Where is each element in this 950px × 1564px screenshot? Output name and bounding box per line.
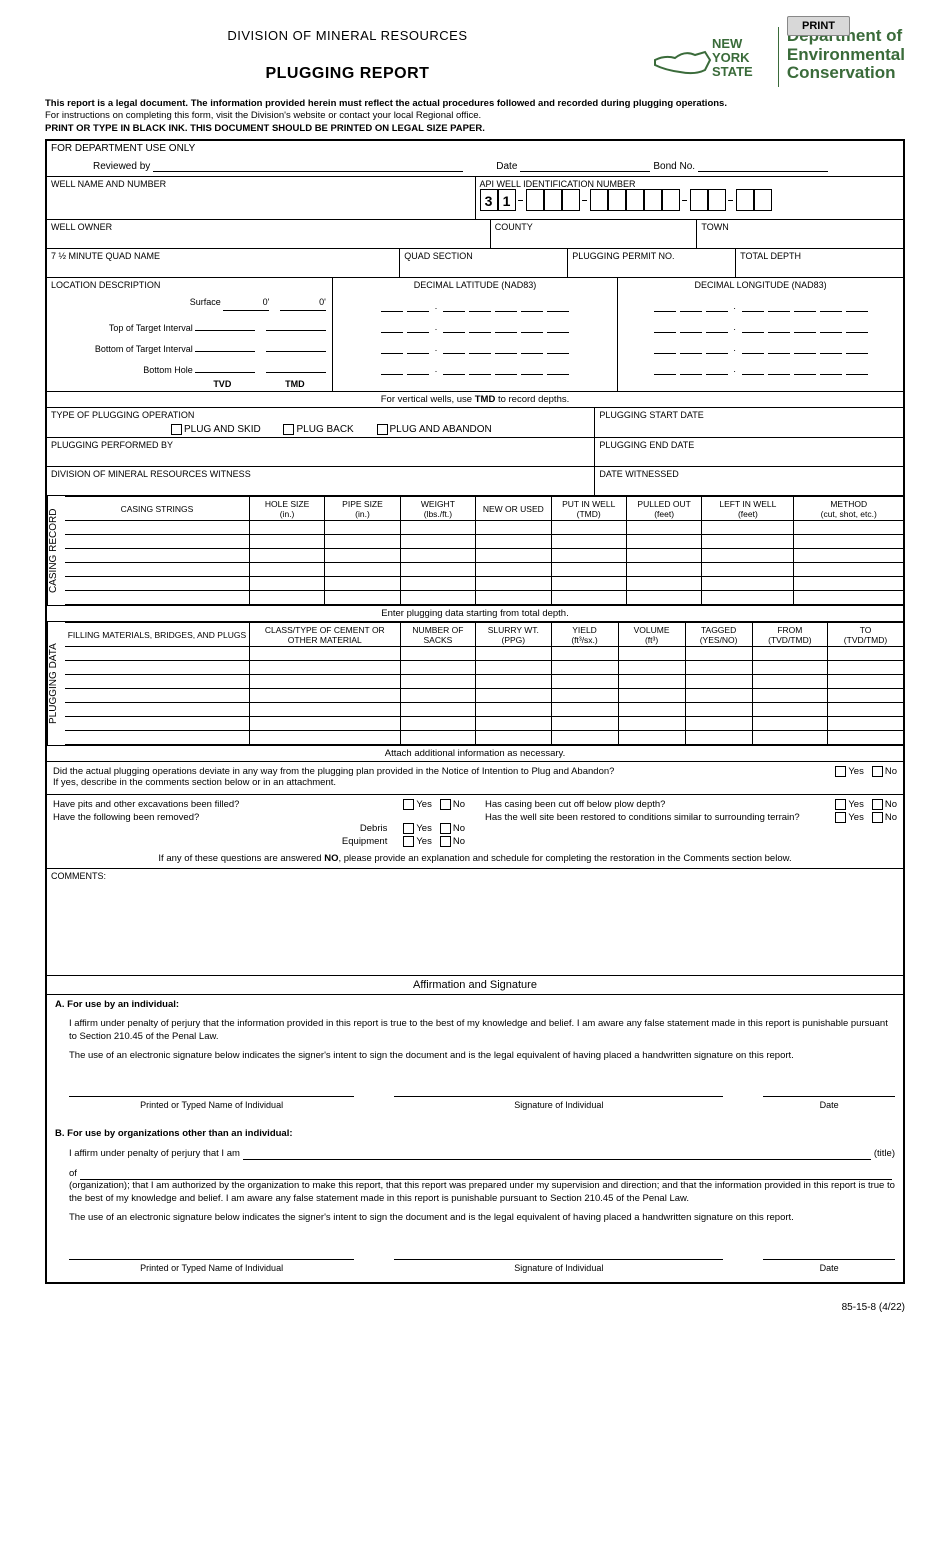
town-field[interactable]: [701, 232, 899, 246]
lat-surface-field[interactable]: .: [332, 293, 617, 314]
plug-abandon-checkbox[interactable]: [377, 424, 388, 435]
svg-text:NEW: NEW: [712, 36, 743, 51]
performed-by-field[interactable]: [51, 450, 590, 464]
top-target-tvd[interactable]: [195, 317, 255, 331]
attach-note: Attach additional information as necessa…: [47, 746, 903, 762]
well-name-label: WELL NAME AND NUMBER: [51, 179, 471, 189]
plug-back-checkbox[interactable]: [283, 424, 294, 435]
start-date-label: PLUGGING START DATE: [599, 410, 899, 420]
debris-no[interactable]: [440, 823, 451, 834]
bond-no-field[interactable]: [698, 158, 828, 172]
lat-label: DECIMAL LATITUDE (NAD83): [414, 280, 537, 290]
comments-field[interactable]: [47, 883, 903, 975]
api-boxes[interactable]: 31––––: [480, 189, 900, 211]
lon-label: DECIMAL LONGITUDE (NAD83): [694, 280, 826, 290]
title-field[interactable]: [243, 1146, 871, 1160]
bot-target-tmd[interactable]: [266, 338, 326, 352]
date-witnessed-field[interactable]: [599, 479, 899, 493]
lon-bh-field[interactable]: .: [618, 356, 903, 377]
well-name-field[interactable]: [51, 189, 471, 217]
svg-text:YORK: YORK: [712, 50, 750, 65]
performed-by-label: PLUGGING PERFORMED BY: [51, 440, 590, 450]
deviate-no[interactable]: [872, 766, 883, 777]
casing-record-label: CASING RECORD: [47, 496, 65, 605]
lon-top-field[interactable]: .: [618, 314, 903, 335]
end-date-label: PLUGGING END DATE: [599, 440, 899, 450]
lon-surface-field[interactable]: .: [618, 293, 903, 314]
bottom-hole-tmd[interactable]: [266, 359, 326, 373]
start-date-field[interactable]: [599, 420, 899, 434]
bottom-hole-tvd[interactable]: [195, 359, 255, 373]
plugging-data-label: PLUGGING DATA: [47, 622, 65, 745]
plugging-table[interactable]: FILLING MATERIALS, BRIDGES, AND PLUGSCLA…: [65, 622, 903, 745]
restored-no[interactable]: [872, 812, 883, 823]
restoration-questions: Have pits and other excavations been fil…: [47, 795, 903, 869]
depth-field[interactable]: [740, 261, 899, 275]
quad-field[interactable]: [51, 261, 395, 275]
lat-bot-field[interactable]: .: [332, 335, 617, 356]
lon-bot-field[interactable]: .: [618, 335, 903, 356]
county-label: COUNTY: [495, 222, 693, 232]
quad-label: 7 ½ MINUTE QUAD NAME: [51, 251, 395, 261]
affirmation-header: Affirmation and Signature: [47, 976, 903, 995]
deviation-question: Did the actual plugging operations devia…: [47, 762, 903, 795]
owner-field[interactable]: [51, 232, 486, 246]
vertical-note: For vertical wells, use TMD to record de…: [47, 392, 903, 408]
quad-section-field[interactable]: [404, 261, 563, 275]
county-field[interactable]: [495, 232, 693, 246]
form-container: FOR DEPARTMENT USE ONLY Reviewed by Date…: [45, 139, 905, 1284]
owner-label: WELL OWNER: [51, 222, 486, 232]
debris-yes[interactable]: [403, 823, 414, 834]
division-title: DIVISION OF MINERAL RESOURCES: [45, 28, 650, 43]
quad-section-label: QUAD SECTION: [404, 251, 563, 261]
lat-bh-field[interactable]: .: [332, 356, 617, 377]
reviewed-by-field[interactable]: [153, 158, 463, 172]
casing-cut-no[interactable]: [872, 799, 883, 810]
bot-target-tvd[interactable]: [195, 338, 255, 352]
report-title: PLUGGING REPORT: [45, 65, 650, 83]
equip-no[interactable]: [440, 836, 451, 847]
comments-section: COMMENTS:: [47, 869, 903, 976]
permit-label: PLUGGING PERMIT NO.: [572, 251, 731, 261]
lat-top-field[interactable]: .: [332, 314, 617, 335]
pits-no[interactable]: [440, 799, 451, 810]
form-number: 85-15-8 (4/22): [45, 1302, 905, 1313]
plugging-start-note: Enter plugging data starting from total …: [47, 606, 903, 622]
witness-field[interactable]: [51, 479, 590, 493]
affirmation-b: B. For use by organizations other than a…: [47, 1120, 903, 1282]
deviate-yes[interactable]: [835, 766, 846, 777]
equip-yes[interactable]: [403, 836, 414, 847]
dept-use-only: FOR DEPARTMENT USE ONLY Reviewed by Date…: [47, 141, 903, 177]
type-op-label: TYPE OF PLUGGING OPERATION: [51, 410, 590, 420]
affirmation-a: A. For use by an individual: I affirm un…: [47, 995, 903, 1119]
nys-logo: NEW YORK STATE: [650, 20, 770, 90]
town-label: TOWN: [701, 222, 899, 232]
permit-field[interactable]: [572, 261, 731, 275]
print-button[interactable]: PRINT: [787, 16, 850, 36]
casing-table[interactable]: CASING STRINGSHOLE SIZE (in.)PIPE SIZE (…: [65, 496, 903, 605]
page-header: DIVISION OF MINERAL RESOURCES PLUGGING R…: [45, 20, 905, 90]
org-field[interactable]: [80, 1166, 892, 1180]
pits-yes[interactable]: [403, 799, 414, 810]
restored-yes[interactable]: [835, 812, 846, 823]
date-witnessed-label: DATE WITNESSED: [599, 469, 899, 479]
plug-skid-checkbox[interactable]: [171, 424, 182, 435]
casing-cut-yes[interactable]: [835, 799, 846, 810]
intro-text: This report is a legal document. The inf…: [45, 98, 905, 135]
date-field[interactable]: [520, 158, 650, 172]
depth-label: TOTAL DEPTH: [740, 251, 899, 261]
end-date-field[interactable]: [599, 450, 899, 464]
api-label: API WELL IDENTIFICATION NUMBER: [480, 179, 900, 189]
loc-label: LOCATION DESCRIPTION: [51, 280, 328, 290]
top-target-tmd[interactable]: [266, 317, 326, 331]
svg-text:STATE: STATE: [712, 64, 753, 79]
witness-label: DIVISION OF MINERAL RESOURCES WITNESS: [51, 469, 590, 479]
